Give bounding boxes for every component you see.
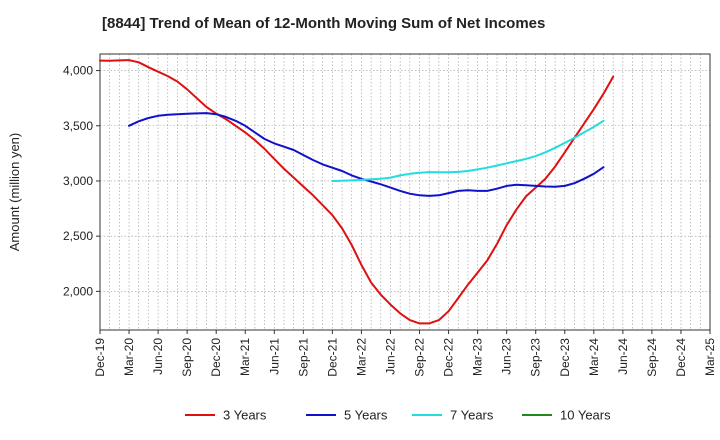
x-tick-label: Dec-22 [442, 338, 456, 377]
x-tick-label: Sep-21 [296, 338, 310, 377]
y-axis-label: Amount (million yen) [7, 133, 22, 252]
y-tick-label: 2,500 [63, 229, 93, 243]
legend-label: 3 Years [223, 408, 267, 423]
x-tick-label: Dec-21 [325, 338, 339, 377]
x-tick-label: Jun-23 [500, 338, 514, 375]
y-tick-label: 3,500 [63, 119, 93, 133]
x-tick-label: Dec-23 [558, 338, 572, 377]
x-tick-label: Mar-25 [703, 338, 717, 376]
x-tick-label: Mar-22 [354, 338, 368, 376]
x-tick-label: Sep-23 [529, 338, 543, 377]
x-tick-label: Mar-23 [471, 338, 485, 376]
series-line-7-years [331, 119, 605, 182]
plot-frame [99, 53, 711, 331]
x-tick-label: Dec-19 [93, 338, 107, 377]
y-tick-label: 2,000 [63, 284, 93, 298]
x-tick-label: Sep-22 [413, 338, 427, 377]
chart-title: [8844] Trend of Mean of 12-Month Moving … [102, 15, 546, 32]
series-line-3-years [99, 59, 615, 325]
x-tick-label: Jun-22 [383, 338, 397, 375]
x-tick-label: Mar-24 [587, 338, 601, 376]
x-tick-label: Sep-24 [645, 338, 659, 377]
x-tick-label: Dec-20 [209, 338, 223, 377]
y-tick-label: 3,000 [63, 174, 93, 188]
legend-label: 7 Years [450, 408, 494, 423]
legend-label: 5 Years [344, 408, 388, 423]
x-tick-label: Mar-20 [122, 338, 136, 376]
x-tick-label: Jun-20 [151, 338, 165, 375]
x-tick-label: Dec-24 [674, 338, 688, 377]
x-tick-label: Jun-24 [616, 338, 630, 375]
x-tick-label: Jun-21 [267, 338, 281, 375]
x-tick-label: Sep-20 [180, 338, 194, 377]
y-tick-label: 4,000 [63, 64, 93, 78]
legend-label: 10 Years [560, 408, 611, 423]
x-tick-label: Mar-21 [238, 338, 252, 376]
